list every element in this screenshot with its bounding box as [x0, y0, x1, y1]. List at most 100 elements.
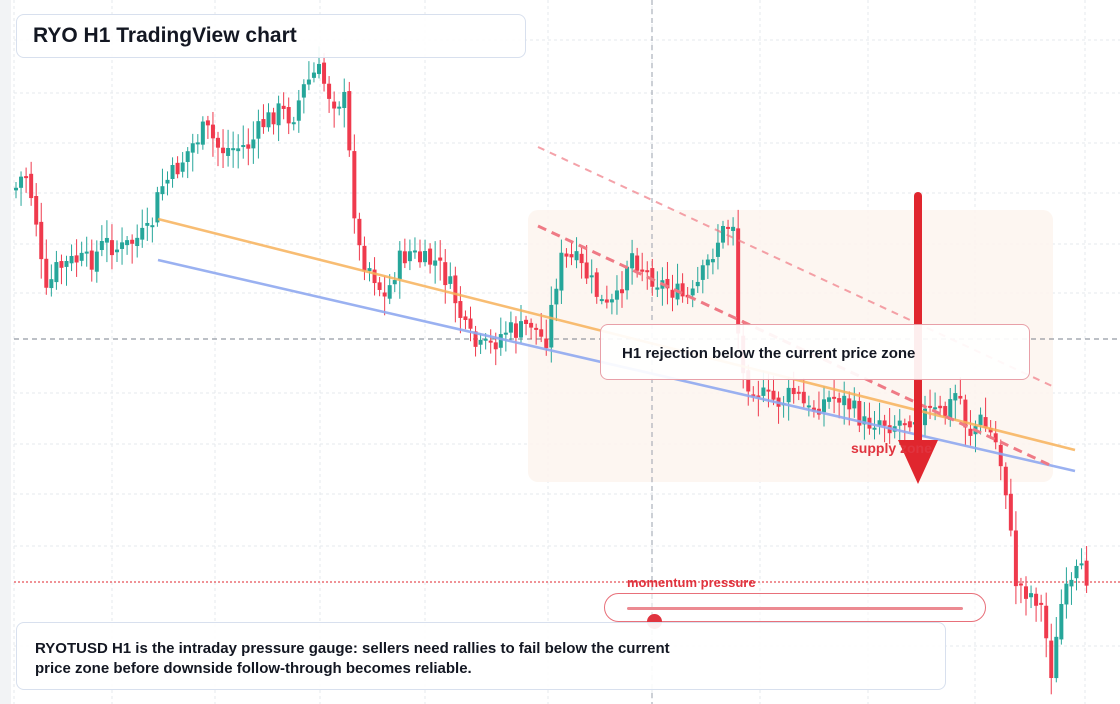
candle-212 [1084, 545, 1089, 593]
candle-189 [968, 410, 973, 446]
candle-73 [382, 276, 387, 316]
candle-4 [34, 183, 39, 237]
candle-114 [589, 259, 594, 294]
candle-97 [503, 321, 508, 352]
caption-box: RYOTUSD H1 is the intraday pressure gaug… [16, 622, 946, 690]
candle-153 [786, 376, 791, 421]
candle-101 [524, 315, 529, 336]
caption-text: RYOTUSD H1 is the intraday pressure gaug… [35, 640, 670, 677]
candle-36 [195, 134, 200, 154]
candle-47 [251, 121, 256, 164]
candle-157 [806, 395, 811, 417]
candle-41 [221, 129, 226, 169]
candle-13 [79, 241, 84, 267]
candle-85 [443, 249, 448, 304]
candle-68 [357, 212, 362, 261]
candle-50 [266, 103, 271, 132]
candle-103 [534, 323, 539, 345]
candle-194 [993, 421, 998, 450]
candle-130 [670, 274, 675, 312]
candle-5 [39, 202, 44, 279]
candle-117 [604, 285, 609, 309]
candle-187 [958, 377, 963, 405]
candle-34 [185, 147, 190, 179]
rejection-note-box: H1 rejection below the current price zon… [600, 324, 1030, 380]
candle-122 [630, 239, 635, 285]
candle-206 [1054, 617, 1059, 683]
candle-166 [852, 387, 857, 418]
candle-81 [423, 239, 428, 267]
candle-118 [609, 293, 614, 315]
candle-109 [564, 248, 569, 268]
candle-138 [710, 248, 715, 275]
candle-176 [902, 418, 907, 441]
candle-162 [832, 380, 837, 414]
momentum-gauge[interactable] [604, 593, 986, 629]
candle-208 [1064, 567, 1069, 619]
candle-7 [49, 264, 54, 297]
candle-35 [190, 133, 195, 172]
candle-98 [508, 311, 513, 341]
candle-16 [94, 240, 99, 283]
candle-197 [1008, 478, 1013, 537]
candle-196 [1003, 462, 1008, 510]
candle-107 [554, 278, 559, 322]
candle-99 [513, 316, 518, 354]
arrow-head [898, 440, 938, 484]
candle-2 [24, 167, 29, 193]
down-arrow [898, 192, 938, 484]
candle-78 [407, 239, 412, 271]
candle-22 [125, 236, 130, 255]
candle-102 [529, 318, 534, 340]
candle-0 [14, 181, 18, 199]
candle-33 [180, 152, 185, 178]
candle-27 [150, 217, 155, 243]
candle-29 [160, 168, 165, 201]
candle-32 [175, 156, 180, 179]
candle-168 [862, 402, 867, 440]
candle-150 [771, 375, 776, 406]
candle-67 [352, 134, 357, 234]
candle-200 [1024, 576, 1028, 616]
candle-211 [1079, 548, 1084, 570]
candle-142 [731, 217, 736, 246]
candle-39 [210, 111, 215, 157]
candle-48 [256, 109, 261, 159]
candle-134 [690, 280, 695, 308]
candle-61 [322, 53, 327, 92]
candle-175 [897, 409, 902, 445]
candle-188 [963, 394, 968, 446]
candle-135 [695, 266, 700, 293]
candle-40 [216, 131, 220, 167]
candle-94 [488, 329, 493, 354]
candle-44 [236, 134, 241, 169]
candle-20 [115, 240, 119, 262]
candle-8 [54, 250, 59, 290]
candle-65 [342, 78, 347, 128]
candle-31 [170, 157, 175, 188]
candle-18 [104, 220, 109, 263]
candle-17 [99, 225, 104, 257]
candle-52 [276, 95, 281, 142]
candle-110 [569, 241, 574, 266]
candle-21 [120, 227, 125, 265]
gauge-track [627, 607, 963, 629]
candle-104 [539, 313, 544, 343]
candle-3 [29, 161, 34, 206]
candle-38 [205, 115, 210, 139]
candle-108 [559, 239, 564, 304]
candle-112 [579, 246, 584, 279]
candle-72 [377, 276, 382, 297]
candle-66 [347, 81, 352, 157]
candle-195 [998, 439, 1003, 481]
supply-zone-label: supply zone [851, 440, 932, 456]
candle-63 [332, 91, 337, 128]
candle-80 [418, 239, 422, 268]
rejection-note: H1 rejection below the current price zon… [622, 345, 916, 362]
candle-83 [433, 241, 438, 284]
candle-132 [680, 273, 685, 303]
candles [14, 46, 1089, 695]
candle-62 [327, 76, 332, 113]
candle-125 [645, 261, 650, 290]
candle-90 [468, 306, 473, 342]
